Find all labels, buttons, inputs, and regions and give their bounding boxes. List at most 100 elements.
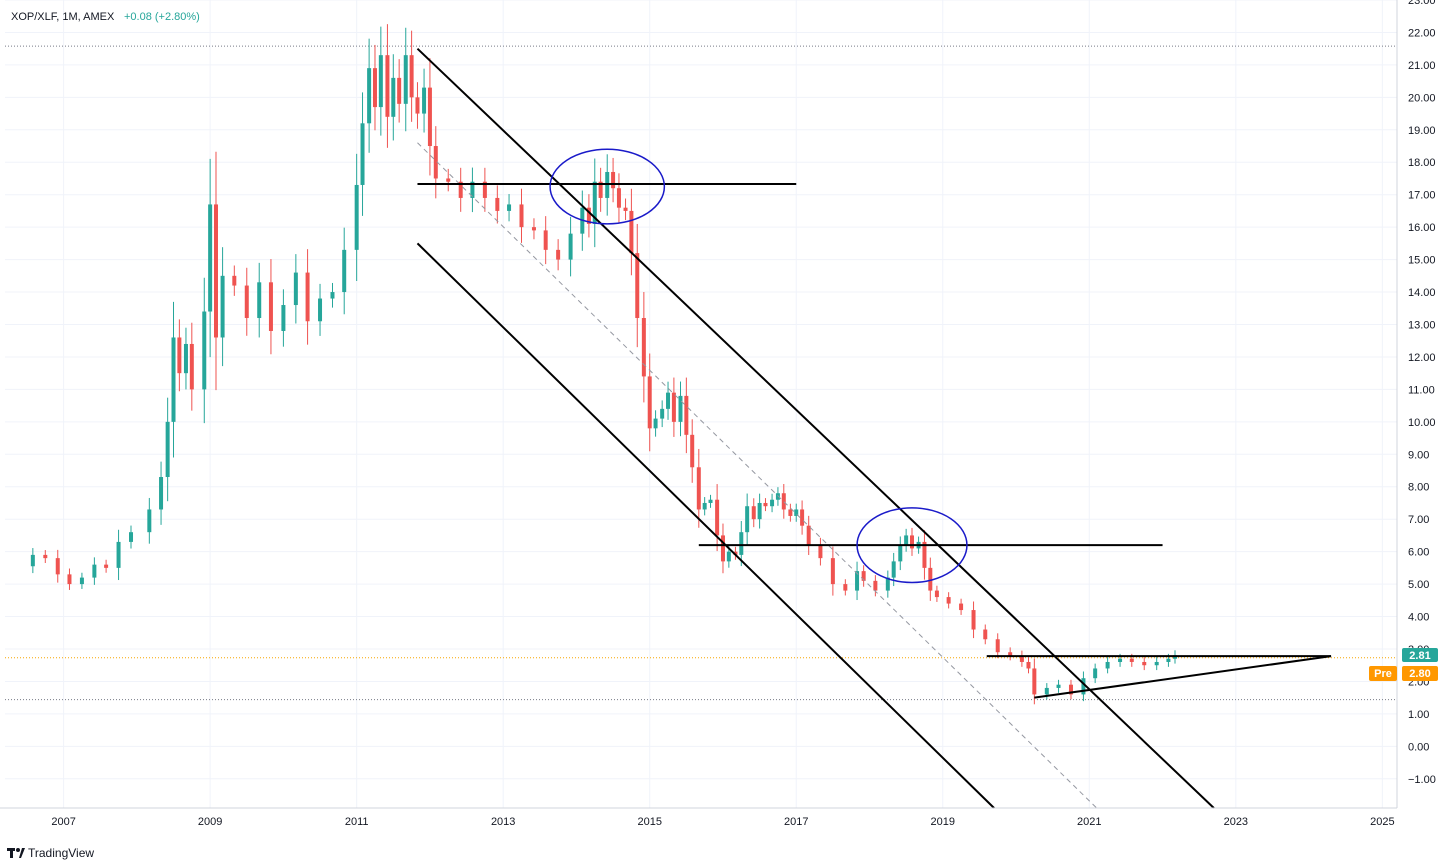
candle — [220, 247, 225, 367]
candle-body — [458, 181, 463, 198]
candle — [660, 400, 665, 428]
candle — [745, 493, 750, 545]
candle-body — [873, 580, 878, 591]
trendline-triangle-support — [1034, 655, 1332, 699]
level-layer — [5, 45, 1397, 701]
candle — [781, 484, 786, 519]
y-tick-label: 10.00 — [1408, 417, 1436, 429]
candle-body — [666, 392, 671, 409]
candle-body — [171, 337, 176, 422]
candle — [433, 126, 438, 199]
candle — [568, 216, 573, 277]
candle-body — [43, 554, 48, 559]
y-tick-label: 19.00 — [1408, 125, 1436, 137]
candle-body — [281, 305, 286, 331]
y-tick-label: 8.00 — [1408, 482, 1429, 494]
candle-body — [556, 249, 561, 260]
candle-body — [794, 509, 799, 516]
candle-body — [904, 535, 909, 546]
candle-body — [770, 499, 775, 507]
tradingview-brand: TradingView — [28, 846, 94, 860]
candle-body — [257, 282, 262, 319]
candle-body — [702, 502, 707, 510]
candle — [232, 265, 237, 296]
candle — [959, 598, 964, 615]
candle — [598, 167, 603, 212]
candle — [342, 227, 347, 315]
candle-body — [354, 184, 359, 250]
candle — [1154, 657, 1159, 671]
candle — [623, 198, 628, 221]
pre-market-price: 2.80 — [1409, 668, 1430, 680]
candle — [733, 546, 738, 560]
candle-body — [92, 564, 97, 578]
y-tick-label: 22.00 — [1408, 27, 1436, 39]
candle-body — [647, 376, 652, 429]
candle — [183, 327, 188, 390]
candle — [909, 527, 914, 556]
candle — [482, 167, 487, 212]
candle-body — [684, 395, 689, 435]
candle — [213, 151, 218, 391]
candle — [702, 497, 707, 516]
candle-body — [898, 545, 903, 562]
candle-body — [708, 499, 713, 503]
candle — [757, 493, 762, 529]
candle-body — [213, 204, 218, 338]
candle — [1056, 679, 1061, 693]
candle — [946, 592, 951, 609]
candle — [519, 188, 524, 243]
candle-body — [586, 207, 591, 224]
candle — [171, 301, 176, 458]
candle-body — [433, 146, 438, 179]
candle-body — [1142, 661, 1147, 666]
x-tick-label: 2009 — [198, 816, 222, 828]
candle-body — [30, 554, 35, 567]
candle — [885, 570, 890, 598]
candle — [788, 503, 793, 522]
candle-body — [208, 204, 213, 312]
x-tick-label: 2021 — [1077, 816, 1101, 828]
candle — [415, 82, 420, 129]
candle-body — [342, 249, 347, 293]
y-tick-label: 17.00 — [1408, 190, 1436, 202]
candle — [616, 173, 621, 223]
x-tick-label: 2011 — [345, 816, 369, 828]
candle-body — [409, 55, 414, 98]
candle-body — [830, 558, 835, 585]
candle — [666, 381, 671, 420]
candle — [861, 565, 866, 587]
candle — [806, 515, 811, 555]
candle-body — [959, 603, 964, 611]
candle-body — [305, 272, 310, 322]
candle — [427, 58, 432, 176]
candle — [971, 601, 976, 639]
candle — [898, 536, 903, 571]
drawing-layer — [416, 47, 1332, 809]
candle — [983, 624, 988, 645]
candle-body — [715, 499, 720, 536]
candle — [653, 410, 658, 437]
candle — [305, 249, 310, 345]
y-tick-label: 23.00 — [1408, 0, 1436, 7]
y-tick-label: 16.00 — [1408, 222, 1436, 234]
candle-body — [378, 55, 383, 108]
candle-body — [806, 525, 811, 546]
candle-body — [79, 577, 84, 585]
candle — [129, 525, 134, 549]
change-legend: +0.08 (+2.80%) — [124, 11, 200, 23]
candle — [904, 528, 909, 552]
candle-body — [855, 571, 860, 591]
candle-body — [1154, 661, 1159, 666]
candle — [586, 194, 591, 238]
trendline-channel-mid-dashed — [417, 142, 1097, 809]
candle — [922, 530, 927, 580]
candle-body — [781, 493, 786, 510]
candle — [715, 484, 720, 552]
candle — [592, 158, 597, 248]
candle-body — [598, 181, 603, 198]
candle-body — [1081, 678, 1086, 695]
tradingview-logo[interactable]: TradingView — [7, 846, 94, 860]
y-tick-label: 1.00 — [1408, 709, 1429, 721]
